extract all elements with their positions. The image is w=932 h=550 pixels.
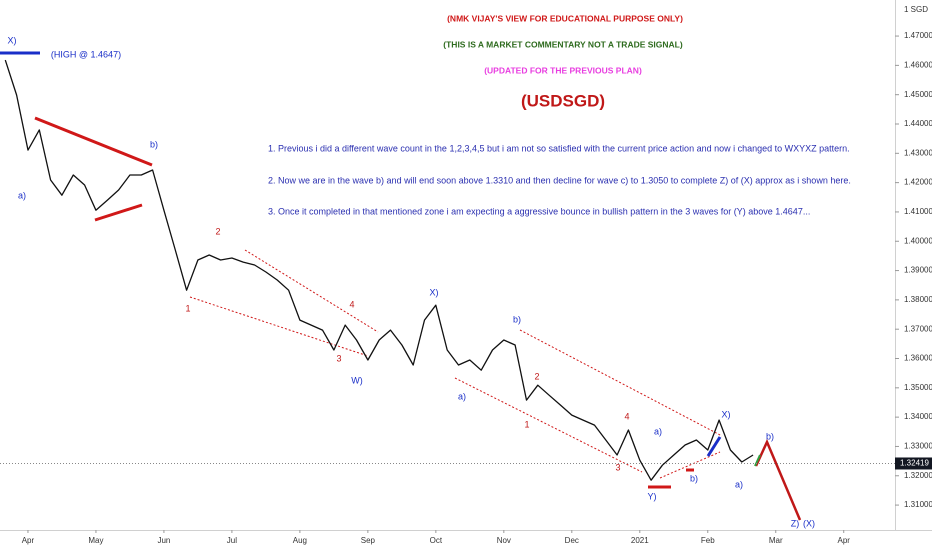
- x-tick-label: Aug: [293, 536, 307, 545]
- y-tick-label: 1.34000: [904, 412, 932, 421]
- x-tick-label: Sep: [361, 536, 376, 545]
- last-price-label: 1.32419: [900, 459, 929, 468]
- x-tick-label: Jul: [227, 536, 237, 545]
- channel-line: [454, 377, 643, 473]
- wave-label: (X): [803, 518, 815, 528]
- wave-label: b): [150, 139, 158, 149]
- note: 1. Previous i did a different wave count…: [268, 143, 850, 153]
- x-tick-label: 2021: [631, 536, 649, 545]
- x-tick-label: Jun: [157, 536, 170, 545]
- wave-label: W): [351, 375, 363, 385]
- y-tick-label: 1.44000: [904, 119, 932, 128]
- trend-line: [94, 203, 143, 222]
- wave-label: a): [654, 426, 662, 436]
- wave-label: 4: [349, 299, 354, 309]
- wave-label: b): [766, 431, 774, 441]
- y-tick-label: 1.46000: [904, 60, 932, 69]
- wave-label: a): [735, 479, 743, 489]
- x-tick-label: Apr: [837, 536, 850, 545]
- channel-line: [189, 296, 369, 357]
- x-tick-label: May: [88, 536, 103, 545]
- y-tick-label: 1.47000: [904, 31, 932, 40]
- x-tick-label: Mar: [769, 536, 783, 545]
- y-tick-label: 1.43000: [904, 148, 932, 157]
- y-tick-label: 1.45000: [904, 90, 932, 99]
- channel-line: [659, 451, 721, 479]
- wave-label: 1: [524, 419, 529, 429]
- wave-label: Z): [791, 518, 800, 528]
- note: 3. Once it completed in that mentioned z…: [268, 206, 810, 216]
- y-tick-label: 1.38000: [904, 295, 932, 304]
- y-tick-label: 1.35000: [904, 383, 932, 392]
- projection-line: [754, 454, 761, 467]
- drawings: [0, 51, 802, 521]
- wave-label: 1: [185, 303, 190, 313]
- y-tick-label: 1.40000: [904, 236, 932, 245]
- unit-label: 1 SGD: [904, 5, 928, 14]
- note: 2. Now we are in the wave b) and will en…: [268, 175, 851, 185]
- wave-label: 2: [215, 226, 220, 236]
- y-tick-label: 1.31000: [904, 500, 932, 509]
- wave-label: Y): [648, 491, 657, 501]
- y-tick-label: 1.42000: [904, 178, 932, 187]
- x-tick-label: Apr: [22, 536, 35, 545]
- wave-label: X): [722, 409, 731, 419]
- wave-label: X): [8, 35, 17, 45]
- wave-label: 3: [336, 353, 341, 363]
- wave-label: X): [430, 287, 439, 297]
- header-line: (THIS IS A MARKET COMMENTARY NOT A TRADE…: [443, 39, 683, 49]
- y-tick-label: 1.32000: [904, 471, 932, 480]
- header-line: (NMK VIJAY'S VIEW FOR EDUCATIONAL PURPOS…: [447, 13, 683, 23]
- price-line: [4, 59, 754, 481]
- wave-label: 2: [534, 371, 539, 381]
- y-tick-label: 1.39000: [904, 266, 932, 275]
- y-tick-label: 1.33000: [904, 442, 932, 451]
- trend-line: [34, 116, 153, 167]
- y-tick-label: 1.36000: [904, 354, 932, 363]
- x-tick-label: Feb: [701, 536, 715, 545]
- wave-label: b): [513, 314, 521, 324]
- wave-label: 4: [624, 411, 629, 421]
- projection-line: [706, 436, 722, 457]
- x-tick-label: Oct: [430, 536, 443, 545]
- wave-label: a): [18, 190, 26, 200]
- wave-label: (HIGH @ 1.4647): [51, 49, 121, 59]
- header-line: (UPDATED FOR THE PREVIOUS PLAN): [484, 65, 642, 75]
- y-tick-label: 1.41000: [904, 207, 932, 216]
- wave-label: a): [458, 391, 466, 401]
- x-tick-label: Nov: [497, 536, 511, 545]
- y-tick-label: 1.37000: [904, 324, 932, 333]
- wave-label: 3: [615, 462, 620, 472]
- chart-title: (USDSGD): [521, 91, 605, 110]
- x-tick-label: Dec: [565, 536, 579, 545]
- last-price-box: [895, 457, 932, 470]
- wave-label: b): [690, 473, 698, 483]
